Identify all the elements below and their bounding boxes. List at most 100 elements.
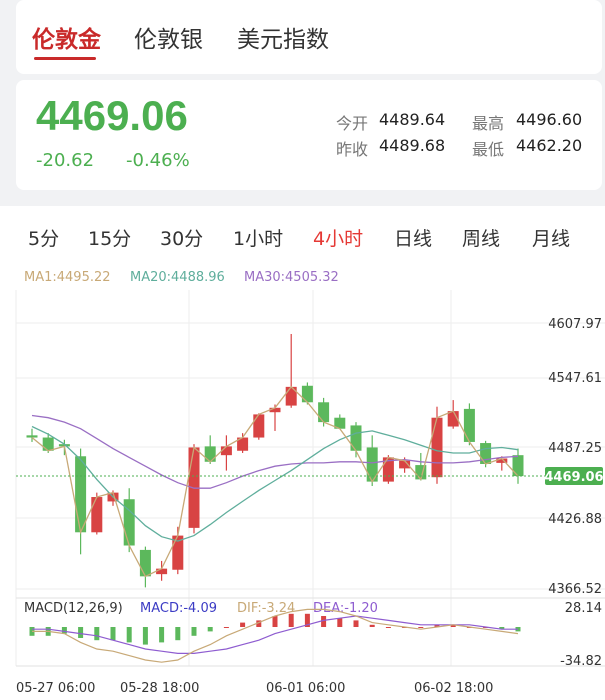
candle-body [91, 497, 103, 533]
period-weekly[interactable]: 周线 [462, 228, 501, 250]
macd-histogram-bar [126, 627, 132, 643]
candle-body [220, 446, 232, 456]
active-tab-underline [34, 57, 96, 60]
macd-histogram-bar [369, 624, 375, 627]
macd-legend-label: MACD(12,26,9) [24, 601, 123, 616]
macd-top-tick: 28.14 [565, 601, 602, 616]
macd-histogram-bar [207, 627, 213, 632]
y-tick-label: 4547.61 [548, 371, 602, 386]
candle-body [334, 417, 346, 429]
y-tick-label: 4487.25 [548, 441, 602, 456]
candle-body [512, 455, 524, 477]
x-time-label: 05-27 06:00 [16, 681, 95, 696]
candle-body [366, 447, 378, 482]
macd-histogram-bar [337, 618, 343, 627]
ma30-line [31, 414, 519, 489]
candle-body [172, 535, 184, 570]
candle-body [463, 408, 475, 442]
candle-body [382, 457, 394, 482]
macd-legend-dea: DEA:-1.20 [313, 601, 378, 616]
macd-histogram-bar [78, 627, 84, 638]
candle-body [26, 435, 38, 438]
macd-histogram-bar [142, 627, 148, 645]
macd-histogram-bar [110, 627, 116, 641]
candle-body [431, 417, 443, 478]
ma1-legend: MA1:4495.22 [24, 270, 111, 285]
candle-body [318, 402, 330, 423]
high-label: 最高 [472, 114, 505, 133]
macd-histogram-bar [223, 627, 229, 628]
candle-body [415, 465, 427, 480]
macd-histogram-bar [288, 613, 294, 627]
candle-body [139, 549, 151, 577]
prev-close-label: 昨收 [336, 140, 369, 159]
low-value: 4462.20 [516, 136, 583, 155]
macd-histogram-bar [321, 616, 327, 627]
candle-body [301, 385, 313, 403]
price-change-percent: -0.46% [126, 150, 190, 171]
x-time-label: 06-01 06:00 [266, 681, 345, 696]
macd-histogram-bar [159, 627, 165, 643]
macd-histogram-bar [61, 627, 67, 634]
period-15min[interactable]: 15分 [88, 228, 132, 250]
macd-histogram-bar [353, 620, 359, 627]
macd-bottom-tick: -34.82 [560, 654, 602, 669]
ma30-legend: MA30:4505.32 [244, 270, 339, 285]
y-tick-label: 4426.88 [548, 512, 602, 527]
high-value: 4496.60 [516, 110, 583, 129]
period-4hour[interactable]: 4小时 [313, 228, 364, 250]
macd-histogram-bar [191, 627, 197, 636]
candle-body [237, 437, 249, 451]
candle-body [253, 414, 265, 438]
macd-histogram-bar [272, 616, 278, 627]
macd-histogram-bar [434, 624, 440, 627]
macd-histogram-bar [240, 622, 246, 627]
period-30min[interactable]: 30分 [160, 228, 204, 250]
candle-body [496, 458, 508, 463]
macd-histogram-bar [94, 627, 100, 641]
macd-histogram-bar [385, 627, 391, 628]
candle-body [350, 425, 362, 451]
x-time-label: 05-28 18:00 [120, 681, 199, 696]
chart-grid [15, 290, 605, 667]
macd-legend-macd: MACD:-4.09 [140, 601, 217, 616]
ma20-line [31, 425, 519, 542]
ma1-line [31, 385, 519, 578]
y-tick-label: 4607.97 [548, 317, 602, 332]
candle-body [269, 407, 281, 413]
x-time-label: 06-02 18:00 [414, 681, 493, 696]
macd-histogram-bar [256, 620, 262, 627]
macd-histogram-bar [304, 613, 310, 627]
candle-body [447, 411, 459, 427]
quote-panel: 4469.06 -20.62 -0.46% 今开 4489.64 最高 4496… [16, 80, 602, 190]
low-label: 最低 [472, 140, 505, 159]
candle-body [285, 386, 297, 406]
candle-body [204, 446, 216, 462]
dea-line [32, 615, 518, 654]
ma20-legend: MA20:4488.96 [130, 270, 225, 285]
instrument-tabs: 伦敦金 伦敦银 美元指数 [16, 0, 602, 74]
candlestick-chart[interactable]: 4607.97 4547.61 4487.25 4426.88 4366.52 … [0, 206, 605, 700]
period-daily[interactable]: 日线 [394, 228, 433, 250]
candle-body [156, 568, 168, 575]
macd-histogram-bar [499, 627, 505, 630]
candle-body [480, 443, 492, 464]
current-price: 4469.06 [36, 92, 188, 139]
macd-histogram-bar [418, 627, 424, 628]
period-5min[interactable]: 5分 [28, 228, 60, 250]
chart-dynamic-layer: 4469.06 [16, 333, 604, 663]
current-price-tag-label: 4469.06 [544, 470, 603, 485]
macd-histogram-bar [175, 627, 181, 641]
open-label: 今开 [336, 114, 369, 133]
period-1hour[interactable]: 1小时 [233, 228, 284, 250]
macd-legend-dif: DIF:-3.24 [237, 601, 295, 616]
current-price-tag [545, 467, 603, 486]
candle-body [123, 499, 135, 546]
candle-body [42, 437, 54, 451]
tab-dollar-index[interactable]: 美元指数 [237, 27, 329, 53]
tab-london-gold[interactable]: 伦敦金 [32, 27, 101, 53]
candle-body [75, 456, 87, 533]
tab-london-silver[interactable]: 伦敦银 [134, 27, 203, 53]
open-value: 4489.64 [379, 110, 446, 129]
period-monthly[interactable]: 月线 [532, 228, 571, 250]
